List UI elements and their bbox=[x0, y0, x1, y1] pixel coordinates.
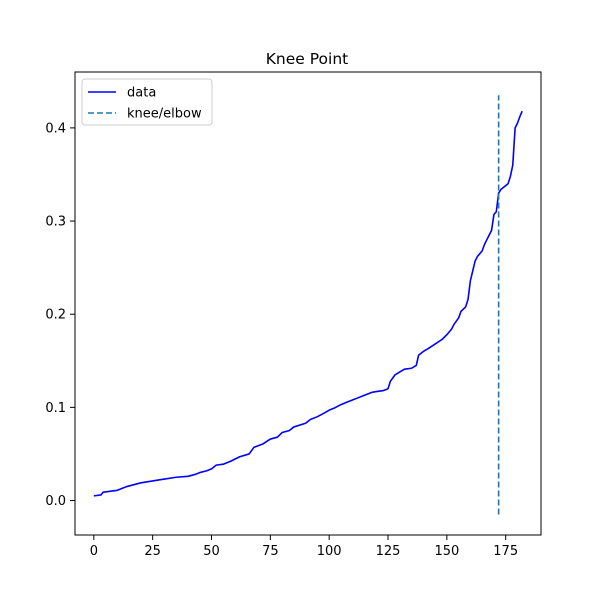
legend-label: knee/elbow bbox=[127, 107, 202, 122]
y-tick-label: 0.0 bbox=[45, 494, 66, 509]
x-axis: 0 25 50 75 100 125 150 175 bbox=[90, 535, 518, 559]
x-tick-label: 125 bbox=[376, 544, 401, 559]
y-axis: 0.0 0.1 0.2 0.3 0.4 bbox=[45, 121, 75, 509]
x-tick-label: 100 bbox=[317, 544, 342, 559]
y-tick-label: 0.4 bbox=[45, 121, 66, 136]
y-tick-label: 0.1 bbox=[45, 401, 66, 416]
axes-frame bbox=[74, 71, 542, 536]
x-tick-label: 75 bbox=[262, 544, 279, 559]
y-tick-label: 0.2 bbox=[45, 308, 66, 323]
series-line-data bbox=[93, 110, 523, 497]
legend-label: data bbox=[127, 86, 156, 101]
plot-area bbox=[93, 95, 523, 515]
x-tick-label: 50 bbox=[203, 544, 220, 559]
y-tick-label: 0.3 bbox=[45, 215, 66, 230]
x-tick-label: 175 bbox=[493, 544, 518, 559]
chart-title: Knee Point bbox=[266, 50, 348, 68]
legend-box bbox=[81, 78, 213, 126]
x-tick-label: 150 bbox=[434, 544, 459, 559]
x-tick-label: 0 bbox=[90, 544, 98, 559]
x-tick-label: 25 bbox=[144, 544, 161, 559]
legend: data knee/elbow bbox=[81, 78, 213, 126]
